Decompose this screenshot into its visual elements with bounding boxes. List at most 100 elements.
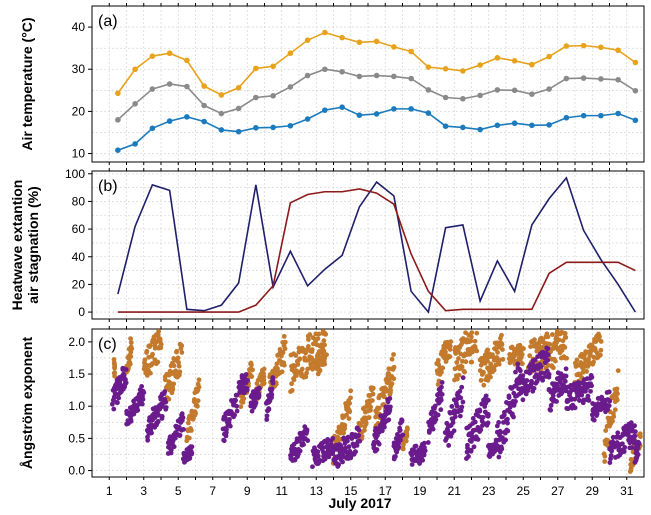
series-angstrom-b-point xyxy=(591,417,597,423)
series-angstrom-a-point xyxy=(188,428,194,433)
series-angstrom-a-point xyxy=(364,404,370,409)
series-angstrom-a-point xyxy=(384,387,389,392)
series-angstrom-a-point xyxy=(348,388,354,394)
panel-c-angstrom: 0.00.51.01.52.01 3 5 7 9 11 13 15 17 19 21 23 25 27 29… xyxy=(19,326,645,498)
series-angstrom-b-point xyxy=(139,384,145,389)
series-max-temp-point xyxy=(373,38,380,45)
series-angstrom-b-point xyxy=(507,404,513,410)
series-angstrom-b-point xyxy=(632,423,638,429)
series-min-temp-point xyxy=(391,106,397,112)
series-angstrom-a-point xyxy=(519,361,525,367)
series-angstrom-b-point xyxy=(425,440,431,445)
series-angstrom-b-point xyxy=(457,388,463,394)
series-max-temp-point xyxy=(632,59,639,66)
series-angstrom-b-point xyxy=(244,387,250,393)
series-angstrom-a-point xyxy=(403,438,409,444)
series-mean-temp-point xyxy=(563,75,570,82)
series-angstrom-b-point xyxy=(297,448,303,454)
series-angstrom-a-point xyxy=(556,337,562,343)
series-angstrom-a-point xyxy=(322,355,328,361)
series-mean-temp-point xyxy=(391,73,397,80)
series-angstrom-a-point xyxy=(597,334,602,339)
series-angstrom-a-point xyxy=(289,387,295,393)
series-angstrom-a-point xyxy=(519,352,525,357)
series-angstrom-b-point xyxy=(139,401,145,407)
series-angstrom-a-point xyxy=(261,366,267,372)
series-angstrom-b-point xyxy=(468,439,474,444)
series-angstrom-b-point xyxy=(379,428,385,434)
series-angstrom-b-point xyxy=(531,367,537,373)
series-angstrom-a-point xyxy=(460,338,466,343)
series-angstrom-a-point xyxy=(282,339,288,345)
series-angstrom-a-point xyxy=(157,336,163,342)
series-angstrom-b-point xyxy=(162,389,168,394)
series-angstrom-b-point xyxy=(159,414,165,419)
series-angstrom-b-point xyxy=(233,397,238,403)
series-angstrom-b-point xyxy=(227,423,233,429)
series-max-temp-point xyxy=(598,44,604,51)
series-angstrom-a-point xyxy=(317,368,323,374)
series-angstrom-b-point xyxy=(546,371,552,377)
series-mean-temp-point xyxy=(632,87,639,94)
series-heatwave-extension-line xyxy=(117,176,637,314)
series-angstrom-b-point xyxy=(632,429,638,434)
series-angstrom-b-point xyxy=(513,398,518,404)
panel-a-temperature: 10 20 30 40 (a) Air temperature (°C) xyxy=(19,3,645,165)
series-angstrom-a-point xyxy=(150,361,155,366)
series-angstrom-a-point xyxy=(294,373,299,378)
series-angstrom-a-point xyxy=(358,423,364,428)
series-angstrom-b-point xyxy=(621,449,627,454)
series-angstrom-b-point xyxy=(400,432,406,438)
y-tick-label: 100 xyxy=(65,167,85,181)
series-angstrom-b-point xyxy=(589,383,594,389)
series-min-temp-point xyxy=(166,118,173,124)
series-angstrom-b-point xyxy=(435,412,441,418)
series-angstrom-b-point xyxy=(301,442,306,448)
series-angstrom-b-point xyxy=(449,404,455,409)
x-tick-label: 3 xyxy=(140,484,147,498)
series-angstrom-b-point xyxy=(471,444,477,450)
series-angstrom-b-point xyxy=(399,418,405,424)
series-angstrom-b-point xyxy=(345,438,350,444)
series-angstrom-b-point xyxy=(579,392,585,398)
series-angstrom-a-point xyxy=(391,352,396,357)
series-angstrom-b-point xyxy=(264,417,270,422)
series-angstrom-b-point xyxy=(357,438,363,444)
series-angstrom-b-point xyxy=(141,390,147,396)
series-mean-temp-point xyxy=(425,87,432,93)
y-tick-label: 20 xyxy=(72,277,86,291)
series-mean-temp-point xyxy=(270,93,276,99)
series-angstrom-b-point xyxy=(356,433,362,438)
series-angstrom-b-point xyxy=(466,454,471,459)
panel-label: (c) xyxy=(98,336,117,353)
series-angstrom-a-point xyxy=(147,343,153,348)
series-min-temp-point xyxy=(632,117,639,124)
series-mean-temp-point xyxy=(460,95,466,102)
series-angstrom-a-point xyxy=(560,338,566,344)
x-axis-label: July 2017 xyxy=(328,495,391,511)
y-tick-label: 20 xyxy=(72,104,86,118)
series-air-stagnation-line xyxy=(117,188,636,313)
series-angstrom-b-point xyxy=(572,396,578,402)
series-angstrom-b-point xyxy=(243,372,249,377)
series-angstrom-b-point xyxy=(485,420,491,426)
x-tick-label: 31 xyxy=(620,484,634,498)
series-mean-temp-point xyxy=(218,110,225,117)
series-mean-temp-point xyxy=(373,72,380,79)
series-angstrom-b-point xyxy=(636,441,642,446)
series-angstrom-a-point xyxy=(454,376,460,382)
series-angstrom-a-point xyxy=(602,459,608,464)
series-min-temp-point xyxy=(253,125,259,131)
series-angstrom-b-point xyxy=(160,404,165,409)
series-angstrom-b-point xyxy=(538,364,544,369)
series-angstrom-a-point xyxy=(128,354,134,360)
series-angstrom-b-point xyxy=(454,403,460,409)
series-angstrom-b-point xyxy=(545,357,551,363)
y-tick-label: 0.5 xyxy=(68,431,85,445)
series-angstrom-b-point xyxy=(480,414,486,420)
y-tick-label: 40 xyxy=(72,250,86,264)
series-angstrom-a-point xyxy=(552,358,558,364)
series-angstrom-a-point xyxy=(289,381,295,387)
series-angstrom-a-point xyxy=(527,353,533,359)
series-angstrom-b-point xyxy=(135,407,141,413)
